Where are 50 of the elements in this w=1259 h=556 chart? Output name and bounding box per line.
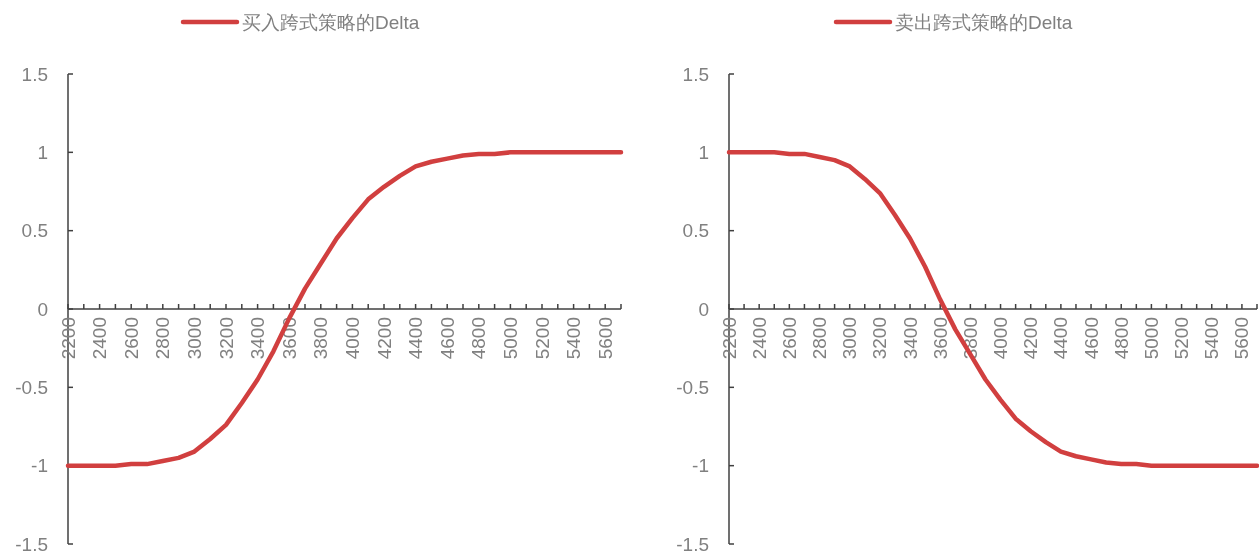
x-tick-label: 3400 [899, 317, 921, 360]
x-tick-label: 2600 [778, 317, 800, 360]
x-tick-label: 2600 [120, 317, 142, 360]
y-tick-label: 0.5 [21, 220, 48, 242]
x-tick-label: 4800 [1110, 317, 1132, 360]
x-tick-label: 2200 [718, 317, 740, 360]
y-tick-label: -1.5 [676, 533, 709, 555]
x-tick-label: 3800 [310, 317, 332, 360]
x-tick-label: 3600 [929, 317, 951, 360]
x-tick-label: 4600 [436, 317, 458, 360]
y-tick-label: 1.5 [682, 63, 709, 85]
y-tick-label: 1 [37, 141, 48, 163]
x-tick-label: 4800 [468, 317, 490, 360]
x-tick-label: 5000 [1140, 317, 1162, 360]
y-tick-label: 1.5 [21, 63, 48, 85]
x-tick-label: 4200 [373, 317, 395, 360]
y-tick-label: 1 [698, 141, 709, 163]
x-tick-label: 4000 [990, 317, 1012, 360]
y-tick-label: -1 [31, 455, 48, 477]
x-tick-label: 4400 [1050, 317, 1072, 360]
x-tick-label: 4000 [341, 317, 363, 360]
x-tick-label: 5600 [1231, 317, 1253, 360]
y-tick-label: -0.5 [676, 376, 709, 398]
x-tick-label: 5000 [499, 317, 521, 360]
y-tick-label: 0 [698, 298, 709, 320]
x-tick-label: 5400 [1201, 317, 1223, 360]
x-tick-label: 2400 [89, 317, 111, 360]
legend-label: 买入跨式策略的Delta [242, 11, 420, 33]
x-tick-label: 3000 [839, 317, 861, 360]
x-tick-label: 2800 [809, 317, 831, 360]
x-tick-label: 4200 [1020, 317, 1042, 360]
y-tick-label: 0.5 [682, 220, 709, 242]
x-tick-label: 3000 [183, 317, 205, 360]
y-tick-label: -1 [692, 455, 709, 477]
x-tick-label: 2400 [748, 317, 770, 360]
x-tick-label: 3200 [215, 317, 237, 360]
x-tick-label: 3200 [869, 317, 891, 360]
y-tick-label: -0.5 [15, 376, 48, 398]
x-tick-label: 5200 [531, 317, 553, 360]
x-tick-label: 5400 [563, 317, 585, 360]
x-tick-label: 2800 [152, 317, 174, 360]
x-tick-label: 5600 [594, 317, 616, 360]
x-tick-label: 4600 [1080, 317, 1102, 360]
x-tick-label: 2200 [57, 317, 79, 360]
x-tick-label: 5200 [1171, 317, 1193, 360]
legend-label: 卖出跨式策略的Delta [895, 11, 1073, 33]
x-tick-label: 3400 [247, 317, 269, 360]
x-tick-label: 4400 [405, 317, 427, 360]
y-tick-label: 0 [37, 298, 48, 320]
y-tick-label: -1.5 [15, 533, 48, 555]
